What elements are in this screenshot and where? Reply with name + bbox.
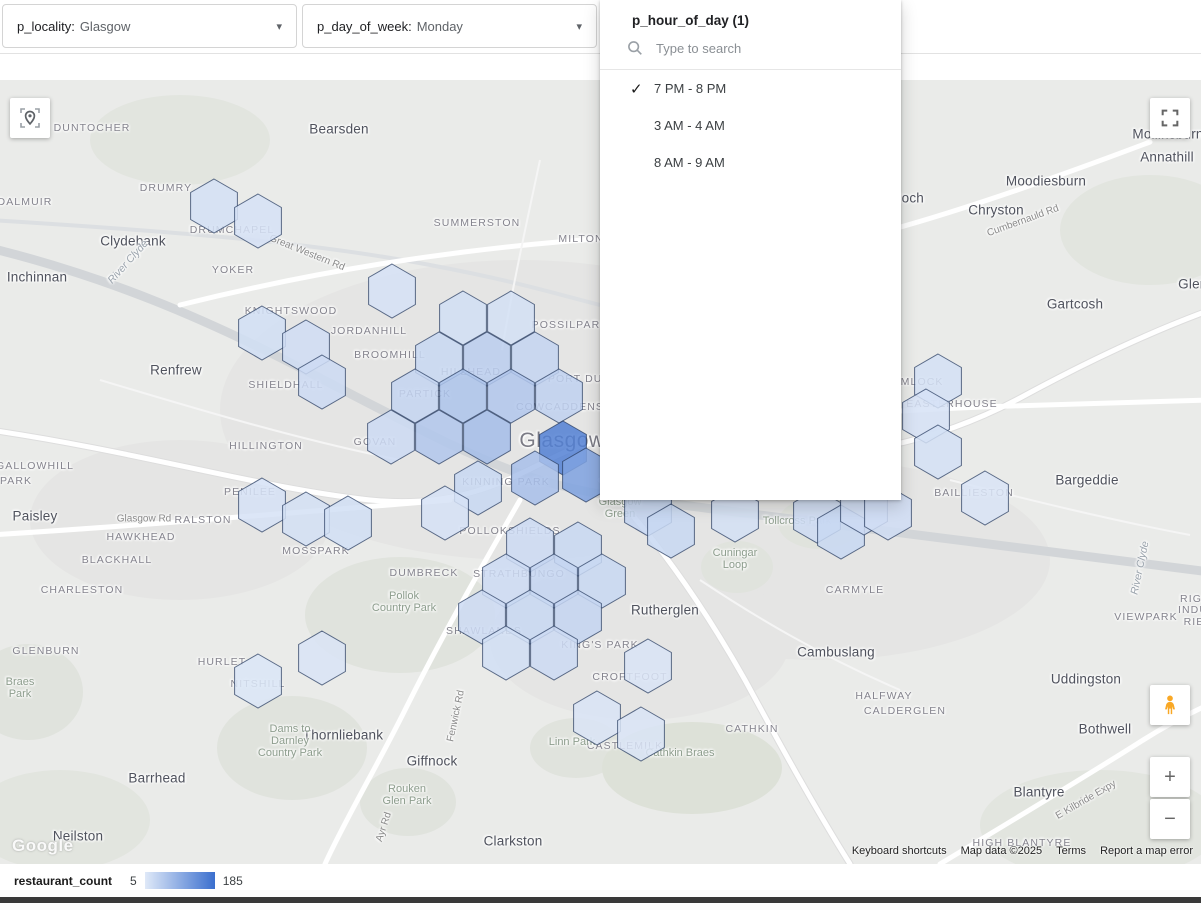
pegman-icon xyxy=(1165,695,1175,715)
option-label: 8 AM - 9 AM xyxy=(654,155,725,170)
filter-value: Monday xyxy=(416,18,463,34)
attribution-link[interactable]: Report a map error xyxy=(1100,845,1193,857)
panel-divider xyxy=(600,69,901,70)
hex-cell[interactable] xyxy=(506,517,554,573)
legend-max-value: 185 xyxy=(222,873,243,888)
hour-option[interactable]: 8 AM - 9 AM xyxy=(600,144,901,181)
attribution-link[interactable]: Map data ©2025 xyxy=(960,845,1043,857)
minus-icon: − xyxy=(1164,808,1176,830)
hex-cell[interactable] xyxy=(711,487,759,543)
dropdown-caret-icon: ▾ xyxy=(276,20,282,33)
search-row xyxy=(600,39,901,69)
hex-cell[interactable] xyxy=(617,706,665,762)
attribution-link[interactable]: Terms xyxy=(1056,845,1087,857)
hex-cell[interactable] xyxy=(554,589,602,645)
recenter-location-button[interactable] xyxy=(10,98,50,138)
hex-cell[interactable] xyxy=(234,193,282,249)
hex-cell[interactable] xyxy=(324,495,372,551)
hex-cell[interactable] xyxy=(298,630,346,686)
hex-cell[interactable] xyxy=(238,305,286,361)
hex-cell[interactable] xyxy=(234,653,282,709)
hour-option[interactable]: ✓ 7 PM - 8 PM xyxy=(600,70,901,107)
hex-cell[interactable] xyxy=(391,368,439,424)
hex-cell[interactable] xyxy=(463,331,511,387)
filter-chip-p_locality[interactable]: p_locality: Glasgow ▾ xyxy=(2,4,297,48)
legend-gradient xyxy=(144,872,215,889)
legend-min-value: 5 xyxy=(130,873,137,888)
option-label: 7 PM - 8 PM xyxy=(654,81,727,96)
zoom-out-button[interactable]: − xyxy=(1150,799,1190,839)
zoom-in-button[interactable]: + xyxy=(1150,757,1190,797)
hex-cell[interactable] xyxy=(487,368,535,424)
hex-cell[interactable] xyxy=(961,470,1009,526)
hex-cell[interactable] xyxy=(190,178,238,234)
hex-cell[interactable] xyxy=(506,589,554,645)
hex-cell[interactable] xyxy=(487,290,535,346)
google-logo[interactable]: Google xyxy=(12,836,74,855)
legend-title: restaurant_count xyxy=(14,873,113,888)
hex-cell[interactable] xyxy=(463,409,511,465)
hex-cell[interactable] xyxy=(578,553,626,609)
hex-cell[interactable] xyxy=(647,503,695,559)
filter-value: Glasgow xyxy=(79,18,131,34)
legend-bar: restaurant_count 5 185 xyxy=(0,864,1201,897)
dropdown-caret-icon: ▾ xyxy=(576,20,582,33)
pegman-button[interactable] xyxy=(1150,685,1190,725)
panel-title: p_hour_of_day (1) xyxy=(632,13,750,28)
hour-option[interactable]: 3 AM - 4 AM xyxy=(600,107,901,144)
fullscreen-button[interactable] xyxy=(1150,98,1190,138)
hex-cell[interactable] xyxy=(439,290,487,346)
option-label: 3 AM - 4 AM xyxy=(654,118,725,133)
hex-cell[interactable] xyxy=(530,553,578,609)
hex-cell[interactable] xyxy=(282,491,330,547)
hex-cell[interactable] xyxy=(482,553,530,609)
hour-of-day-filter-panel: p_hour_of_day (1) ✓ 7 PM - 8 PM 3 AM - 4 A… xyxy=(600,0,901,500)
bottom-bar xyxy=(0,897,1201,903)
hex-cell[interactable] xyxy=(367,409,415,465)
location-pin-icon xyxy=(20,108,40,128)
hex-cell[interactable] xyxy=(482,625,530,681)
hex-cell[interactable] xyxy=(624,638,672,694)
hex-cell[interactable] xyxy=(368,263,416,319)
check-icon: ✓ xyxy=(630,80,643,98)
hex-cell[interactable] xyxy=(573,690,621,746)
hex-cell[interactable] xyxy=(511,331,559,387)
hex-cell[interactable] xyxy=(530,625,578,681)
hex-cell[interactable] xyxy=(421,485,469,541)
filter-chip-p_day_of_week[interactable]: p_day_of_week: Monday ▾ xyxy=(302,4,597,48)
hex-cell[interactable] xyxy=(511,450,559,506)
hex-cell[interactable] xyxy=(415,331,463,387)
hex-cell[interactable] xyxy=(415,409,463,465)
search-input[interactable] xyxy=(654,39,885,57)
fullscreen-icon xyxy=(1161,109,1179,127)
hex-cell[interactable] xyxy=(439,368,487,424)
hex-cell[interactable] xyxy=(238,477,286,533)
hex-cell[interactable] xyxy=(458,589,506,645)
hex-cell[interactable] xyxy=(914,424,962,480)
filter-label: p_day_of_week: xyxy=(317,18,412,34)
attribution-link[interactable]: Keyboard shortcuts xyxy=(851,845,947,857)
hex-cell[interactable] xyxy=(298,354,346,410)
plus-icon: + xyxy=(1164,766,1176,788)
map-attribution: Keyboard shortcuts Map data ©2025 Terms Rep… xyxy=(852,845,1193,857)
search-icon xyxy=(628,41,642,55)
filter-label: p_locality: xyxy=(17,18,75,34)
